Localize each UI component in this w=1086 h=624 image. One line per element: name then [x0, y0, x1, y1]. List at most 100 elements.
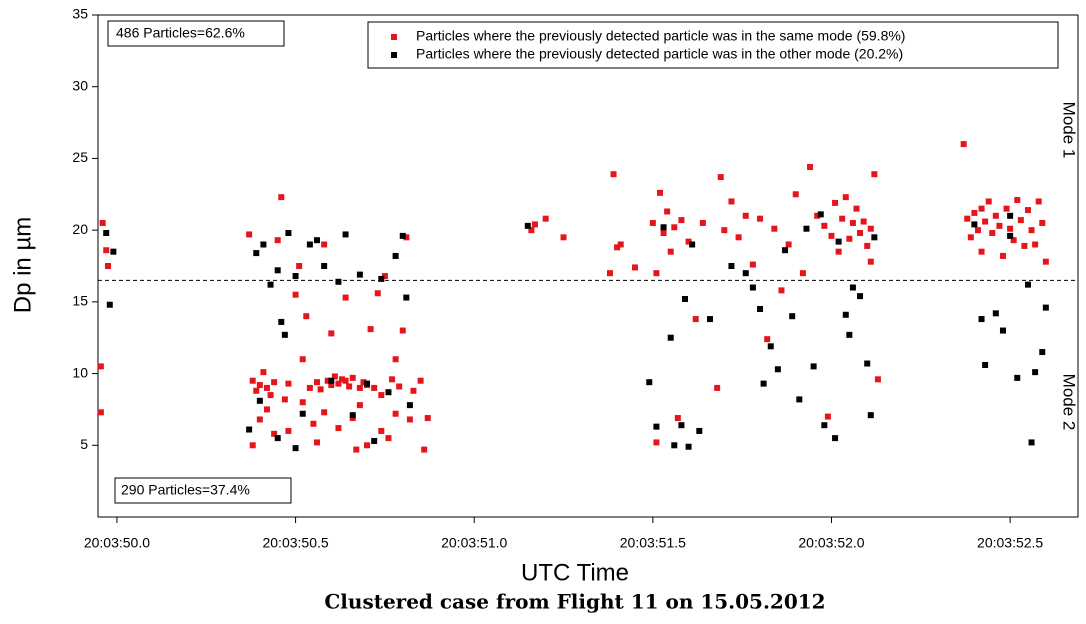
- data-point: [835, 238, 842, 245]
- data-point: [778, 287, 785, 294]
- data-point: [606, 270, 613, 277]
- data-point: [321, 241, 328, 248]
- data-point: [267, 281, 274, 288]
- data-point: [356, 384, 363, 391]
- data-point: [281, 331, 288, 338]
- data-point: [396, 383, 403, 390]
- data-point: [660, 224, 667, 231]
- data-point: [1032, 241, 1039, 248]
- mode-label: Mode 1: [1060, 102, 1079, 159]
- data-point: [742, 212, 749, 219]
- data-point: [864, 242, 871, 249]
- data-point: [757, 306, 764, 313]
- data-point: [106, 301, 113, 308]
- data-point: [1032, 369, 1039, 376]
- data-point: [796, 396, 803, 403]
- data-point: [789, 313, 796, 320]
- y-tick-label: 10: [72, 364, 88, 380]
- data-point: [385, 389, 392, 396]
- x-tick-label: 20:03:52.0: [798, 535, 864, 551]
- data-point: [364, 380, 371, 387]
- data-point: [821, 222, 828, 229]
- data-point: [978, 205, 985, 212]
- data-point: [999, 327, 1006, 334]
- x-tick-label: 20:03:50.0: [84, 535, 150, 551]
- data-point: [978, 248, 985, 255]
- data-point: [867, 412, 874, 419]
- data-point: [360, 379, 367, 386]
- data-point: [735, 234, 742, 241]
- data-point: [97, 409, 104, 416]
- data-point: [274, 435, 281, 442]
- data-point: [992, 212, 999, 219]
- data-point: [749, 284, 756, 291]
- data-point: [832, 435, 839, 442]
- data-point: [807, 164, 814, 171]
- data-point: [656, 189, 663, 196]
- data-point: [371, 437, 378, 444]
- y-tick-label: 5: [80, 436, 88, 452]
- data-point: [771, 225, 778, 232]
- data-point: [306, 241, 313, 248]
- data-point: [867, 225, 874, 232]
- data-point: [631, 264, 638, 271]
- data-point: [292, 291, 299, 298]
- data-point: [299, 399, 306, 406]
- data-point: [767, 343, 774, 350]
- data-point: [374, 290, 381, 297]
- data-point: [1007, 232, 1014, 239]
- x-tick-label: 20:03:52.5: [977, 535, 1043, 551]
- data-point: [678, 422, 685, 429]
- y-axis-label: Dp in µm: [9, 217, 36, 314]
- data-point: [660, 230, 667, 237]
- data-point: [1021, 242, 1028, 249]
- data-point: [310, 420, 317, 427]
- data-point: [99, 219, 106, 226]
- y-tick-label: 25: [72, 149, 88, 165]
- data-point: [821, 422, 828, 429]
- data-point: [728, 263, 735, 269]
- data-point: [278, 318, 285, 325]
- data-point: [306, 384, 313, 391]
- data-point: [292, 445, 299, 452]
- data-point: [314, 439, 321, 446]
- legend-marker: [391, 52, 397, 58]
- data-point: [764, 336, 771, 343]
- data-point: [321, 409, 328, 416]
- annotation: 486 Particles=62.6%: [116, 25, 245, 41]
- data-point: [317, 386, 324, 393]
- data-point: [410, 387, 417, 394]
- data-point: [256, 416, 263, 423]
- data-point: [810, 363, 817, 370]
- y-tick-label: 35: [72, 6, 88, 22]
- data-point: [749, 261, 756, 268]
- data-point: [867, 258, 874, 265]
- data-point: [714, 384, 721, 391]
- data-point: [967, 234, 974, 241]
- data-point: [246, 426, 253, 433]
- data-point: [860, 218, 867, 225]
- data-point: [542, 215, 549, 222]
- data-point: [832, 199, 839, 206]
- data-point: [335, 380, 342, 387]
- data-point: [1028, 227, 1035, 234]
- data-point: [617, 241, 624, 248]
- y-tick-label: 20: [72, 221, 88, 237]
- data-point: [674, 415, 681, 422]
- data-point: [757, 215, 764, 222]
- data-point: [392, 252, 399, 259]
- data-point: [406, 402, 413, 409]
- data-point: [103, 247, 110, 254]
- data-point: [292, 273, 299, 280]
- data-point: [692, 316, 699, 323]
- data-point: [1042, 258, 1049, 265]
- data-point: [1007, 212, 1014, 219]
- data-point: [260, 369, 267, 376]
- plot-frame: [97, 14, 1079, 518]
- data-point: [707, 316, 714, 323]
- data-point: [256, 382, 263, 389]
- data-point: [857, 293, 864, 300]
- data-point: [971, 209, 978, 216]
- mode-label: Mode 2: [1060, 374, 1079, 431]
